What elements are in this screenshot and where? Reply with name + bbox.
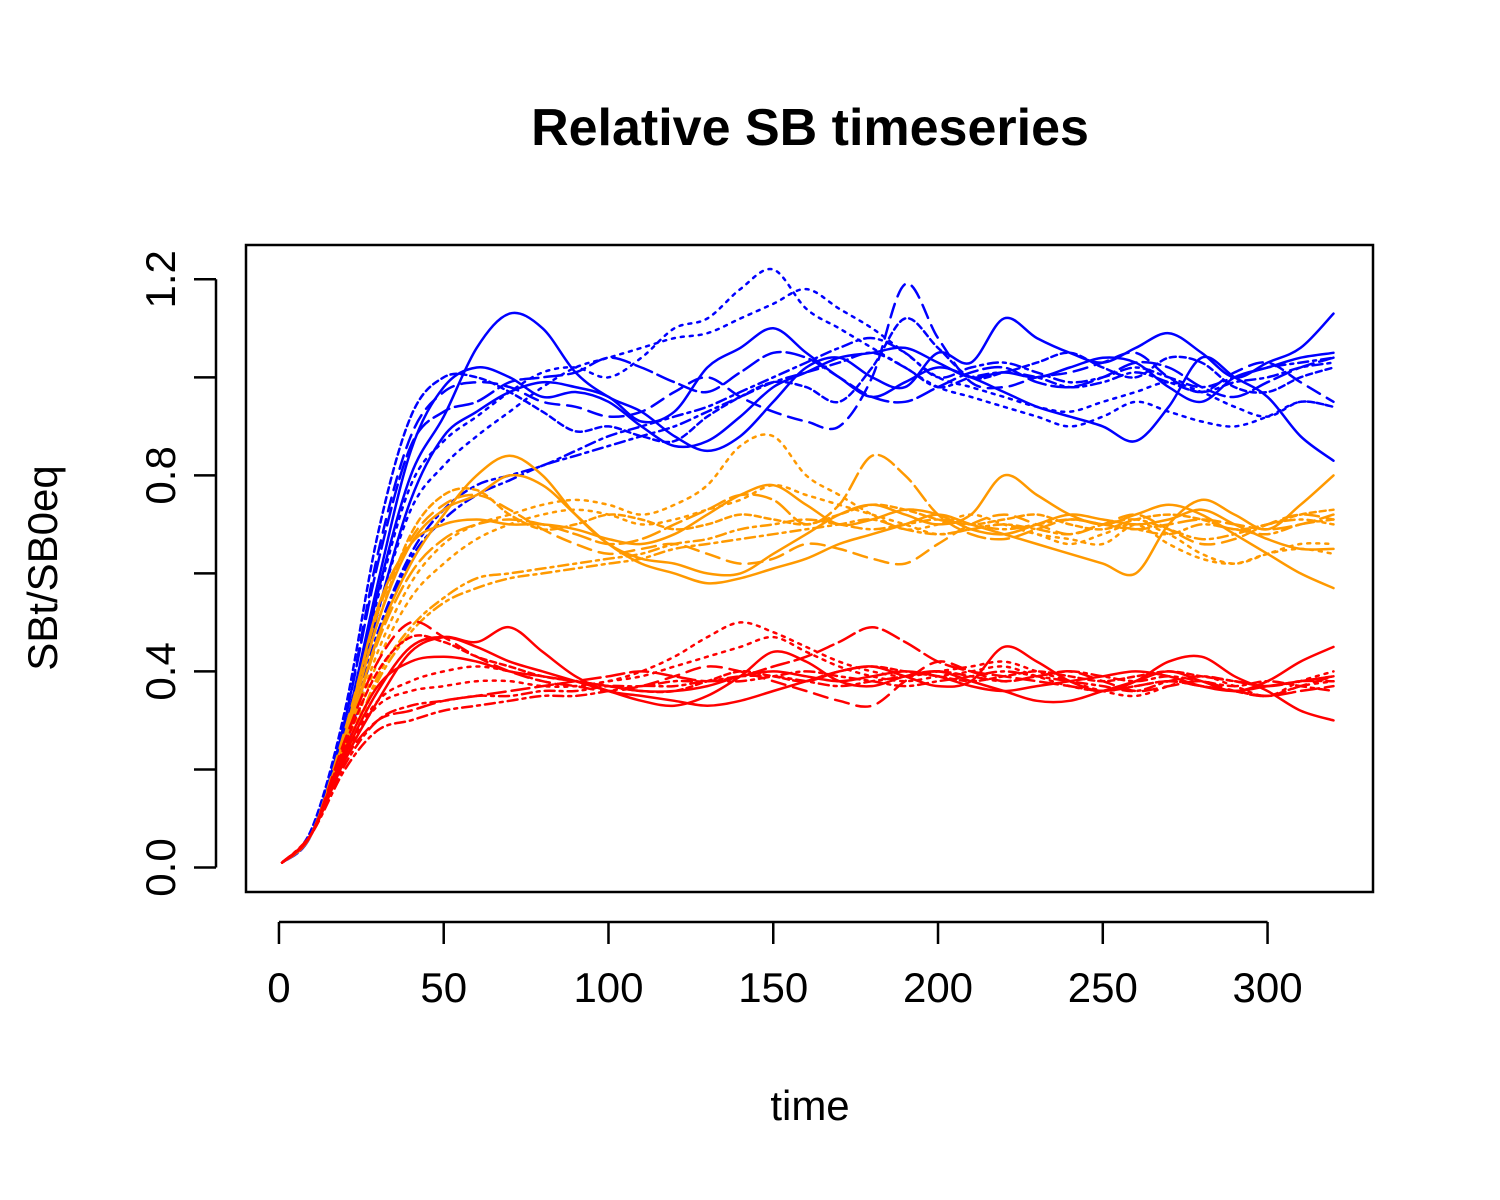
series-line-19	[280, 518, 1335, 864]
y-tick-label: 0.0	[137, 838, 184, 896]
series-line-29	[280, 670, 1335, 864]
series-line-15	[280, 493, 1335, 864]
series-line-27	[280, 621, 1335, 864]
series-line-4	[280, 317, 1335, 864]
series-line-17	[280, 433, 1335, 864]
x-tick-label: 300	[1233, 964, 1303, 1011]
series-line-2	[280, 327, 1335, 864]
series-line-3	[280, 346, 1335, 864]
series-line-30	[280, 670, 1335, 864]
chart-title: Relative SB timeseries	[531, 99, 1089, 157]
x-tick-label: 50	[420, 964, 467, 1011]
y-axis: 0.0 0.4 0.8 1.2	[137, 250, 218, 897]
series-line-8	[280, 287, 1335, 864]
series-line-10	[280, 351, 1335, 864]
series-line-25	[280, 620, 1335, 864]
y-tick-label: 0.4	[137, 642, 184, 700]
series-line-7	[280, 267, 1335, 864]
x-axis-label: time	[770, 1082, 849, 1129]
x-axis: 0 50 100 150 200 250 300	[267, 920, 1303, 1011]
x-tick-label: 200	[903, 964, 973, 1011]
y-tick-label: 1.2	[137, 250, 184, 308]
series-line-14	[280, 487, 1335, 864]
y-tick-label: 0.8	[137, 446, 184, 504]
series-line-24	[280, 634, 1335, 864]
x-tick-label: 0	[267, 964, 290, 1011]
series-line-23	[280, 655, 1335, 864]
series-line-5	[280, 282, 1335, 864]
series-line-6	[280, 350, 1335, 864]
series-line-9	[280, 336, 1335, 864]
series-lines	[280, 267, 1335, 864]
plot-frame	[244, 243, 1375, 894]
series-line-13	[280, 483, 1335, 864]
series-line-12	[280, 473, 1335, 864]
series-line-28	[280, 635, 1335, 864]
series-line-20	[280, 518, 1335, 864]
x-tick-label: 150	[738, 964, 808, 1011]
x-tick-label: 100	[573, 964, 643, 1011]
x-tick-label: 250	[1068, 964, 1138, 1011]
y-axis-label: SBt/SB0eq	[19, 465, 66, 670]
series-line-11	[280, 454, 1335, 864]
series-line-1	[280, 311, 1335, 864]
series-line-18	[280, 483, 1335, 864]
